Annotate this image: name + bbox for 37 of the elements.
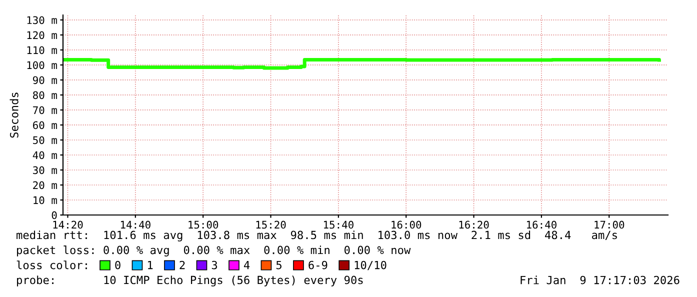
x-tick-label: 16:00 [392, 220, 422, 229]
legend-label: 6-9 [308, 260, 328, 270]
legend-label: 5 [276, 260, 282, 270]
x-tick-label: 15:00 [188, 220, 218, 229]
x-tick-label: 16:40 [527, 220, 556, 229]
y-tick-label: 60 m [33, 121, 57, 130]
y-tick-label: 80 m [33, 91, 57, 100]
y-tick-label: 30 m [33, 166, 57, 174]
legend-label: 1 [148, 260, 153, 270]
y-tick-label: 10 m [34, 196, 57, 204]
x-tick-label: 16:20 [459, 220, 489, 229]
legend-label: 10/10 [354, 260, 386, 270]
legend-label: 3 [212, 260, 218, 270]
y-tick-label: 0 [52, 211, 57, 220]
y-tick-label: 100 m [27, 61, 57, 70]
y-axis-title: Seconds [10, 92, 18, 138]
x-tick-label: 15:40 [324, 220, 354, 229]
legend-label: 2 [180, 260, 185, 270]
y-tick-label: 20 m [33, 181, 57, 190]
y-tick-label: 110 m [27, 46, 57, 54]
y-tick-label: 40 m [32, 151, 57, 160]
text: median rtt: 101.6 ms avg 103.8 ms max 98.5 ms min 103.0 ms now 2.1 ms sd 48.4 am/s [16, 230, 617, 242]
x-tick-label: 14:20 [53, 220, 83, 229]
text: probe: 10 ICMP Echo Pings (56 Bytes) every 90s [17, 276, 363, 286]
y-tick-label: 120 m [27, 31, 57, 40]
y-tick-label: 130 m [27, 16, 57, 24]
y-tick-label: 90 m [33, 76, 57, 84]
y-tick-label: 70 m [33, 106, 57, 114]
legend-label: 0 [115, 260, 120, 270]
x-tick-label: 15:20 [256, 220, 286, 229]
text: Fri Jan 9 17:17:03 2026 [520, 276, 680, 284]
legend-label: 4 [244, 260, 250, 270]
legend-title: loss color: [16, 260, 87, 270]
x-tick-label: 17:00 [594, 220, 624, 229]
y-tick-label: 50 m [33, 136, 57, 144]
text: packet loss: 0.00 % avg 0.00 % max 0.00 % min 0.00 % now [17, 246, 411, 256]
x-tick-label: 14:40 [120, 220, 150, 229]
